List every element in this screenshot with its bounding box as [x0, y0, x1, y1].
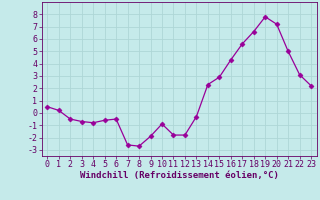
X-axis label: Windchill (Refroidissement éolien,°C): Windchill (Refroidissement éolien,°C) [80, 171, 279, 180]
